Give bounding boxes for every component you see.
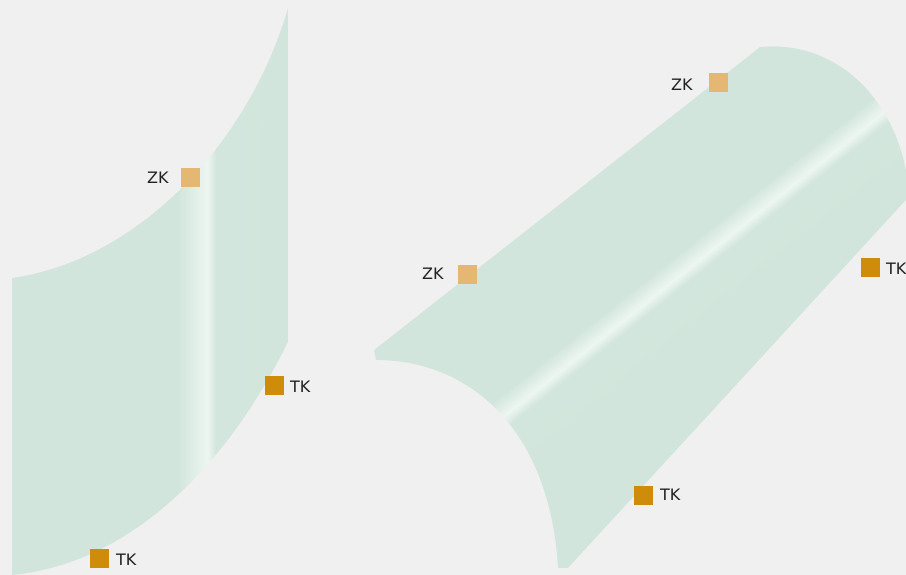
zk-marker[interactable] xyxy=(709,73,728,92)
zk-marker[interactable] xyxy=(181,168,200,187)
tk-marker[interactable] xyxy=(861,258,880,277)
tk-marker[interactable] xyxy=(265,376,284,395)
tk-marker[interactable] xyxy=(634,486,653,505)
tk-marker[interactable] xyxy=(90,549,109,568)
zk-label: ZK xyxy=(671,75,693,94)
tk-label: TK xyxy=(659,485,681,504)
left-curved-surface xyxy=(12,8,288,575)
tk-label: TK xyxy=(115,550,137,569)
figure-right: ZK ZK TK TK xyxy=(374,46,906,568)
right-curved-surface xyxy=(374,46,906,568)
zk-label: ZK xyxy=(147,168,169,187)
tk-label: TK xyxy=(289,377,311,396)
zk-marker[interactable] xyxy=(458,265,477,284)
figure-left: ZK TK TK xyxy=(12,8,311,575)
zk-label: ZK xyxy=(422,264,444,283)
tk-label: TK xyxy=(885,259,906,278)
